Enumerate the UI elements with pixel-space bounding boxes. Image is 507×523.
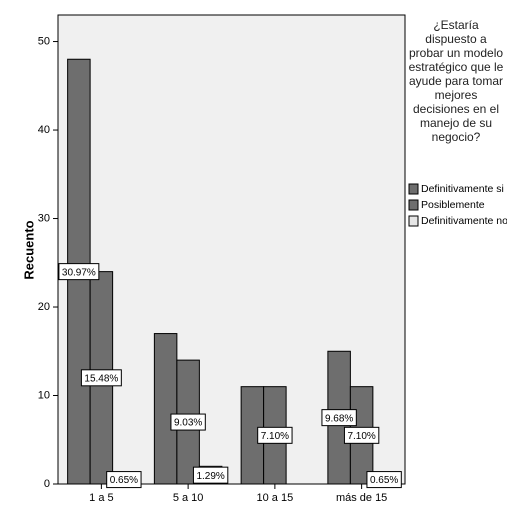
legend-title: ¿Estaría dispuesto a probar un modelo es… <box>408 18 504 144</box>
legend-label: Definitivamente no <box>421 215 507 227</box>
y-axis-label: Recuento <box>21 220 36 279</box>
x-tick-label: más de 15 <box>336 492 387 504</box>
legend-swatch <box>408 215 419 227</box>
x-tick-label: 5 a 10 <box>173 492 204 504</box>
legend-label: Definitivamente si <box>421 183 504 195</box>
data-label: 7.10% <box>347 431 375 442</box>
data-label-box <box>192 466 229 484</box>
data-label-box <box>343 426 380 444</box>
y-tick-label: 10 <box>38 389 50 401</box>
data-label-box <box>80 369 122 387</box>
y-tick-label: 20 <box>38 301 50 313</box>
y-tick-label: 40 <box>38 124 50 136</box>
data-label-box <box>257 426 293 444</box>
y-tick-label: 50 <box>38 35 50 47</box>
data-label: 9.68% <box>325 413 353 424</box>
data-label-box <box>321 409 357 427</box>
data-label: 7.10% <box>261 431 289 442</box>
data-label: 1.29% <box>196 471 224 482</box>
legend-swatch <box>408 183 419 195</box>
x-tick-label: 10 a 15 <box>257 492 294 504</box>
y-tick-label: 30 <box>38 212 50 224</box>
data-label: 9.03% <box>174 418 202 429</box>
data-label: 0.65% <box>110 475 138 486</box>
data-label-box <box>170 413 206 431</box>
x-tick-label: 1 a 5 <box>89 492 113 504</box>
legend-swatch <box>408 199 419 211</box>
bar <box>153 333 178 485</box>
data-label: 0.65% <box>370 475 398 486</box>
legend-label: Posiblemente <box>421 199 485 211</box>
data-label-box <box>366 471 402 489</box>
data-label: 30.97% <box>62 267 96 278</box>
data-label: 15.48% <box>84 373 118 384</box>
data-label-box <box>106 471 142 489</box>
y-tick-label: 0 <box>44 478 50 490</box>
data-label-box <box>58 263 100 281</box>
